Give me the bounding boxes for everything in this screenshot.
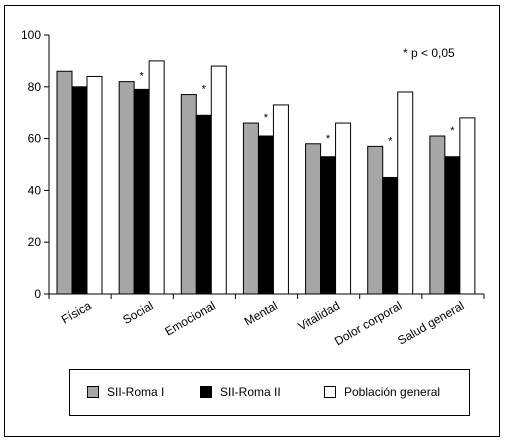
significance-marker: * <box>202 84 207 96</box>
x-tick-label: Dolor corporal <box>332 298 404 348</box>
bar-poblacion-general <box>148 60 165 295</box>
legend-swatch-roma-ii <box>200 386 212 398</box>
significance-marker: * <box>450 125 455 137</box>
bar-poblacion-general <box>335 122 352 295</box>
y-tick-label: 40 <box>28 183 42 197</box>
x-tick-label: Vitalidad <box>295 298 342 333</box>
legend-label-roma-i: SII-Roma I <box>107 385 165 399</box>
legend-swatch-poblacion-general <box>324 386 336 398</box>
chart-legend: SII-Roma I SII-Roma II Población general <box>69 369 470 416</box>
bar-roma-ii <box>133 88 150 295</box>
bar-poblacion-general <box>86 75 103 295</box>
y-tick-label: 0 <box>34 287 41 301</box>
legend-item-roma-i: SII-Roma I <box>87 385 164 399</box>
legend-item-poblacion-general: Población general <box>324 385 440 399</box>
significance-marker: * <box>388 135 393 147</box>
bar-roma-ii <box>71 86 88 295</box>
x-tick-label: Mental <box>242 298 280 328</box>
chart-bars <box>56 60 476 295</box>
bar-poblacion-general <box>210 65 227 295</box>
bar-roma-i <box>180 94 197 295</box>
bar-roma-i <box>429 135 446 295</box>
bar-roma-ii <box>320 156 337 295</box>
bar-roma-i <box>118 81 135 295</box>
x-tick-label: Social <box>120 298 155 326</box>
legend-item-roma-ii: SII-Roma II <box>200 385 281 399</box>
bar-roma-i <box>56 70 73 295</box>
bar-roma-ii <box>382 176 399 295</box>
bar-roma-i <box>305 143 322 295</box>
x-tick-label: Emocional <box>162 298 218 338</box>
x-tick-label: Salud general <box>395 298 466 347</box>
legend-label-poblacion-general: Población general <box>344 385 441 399</box>
bar-poblacion-general <box>459 117 476 295</box>
significance-marker: * <box>140 71 145 83</box>
bar-roma-ii <box>257 135 274 295</box>
legend-label-roma-ii: SII-Roma II <box>220 385 281 399</box>
bar-roma-ii <box>444 156 461 295</box>
y-tick-label: 20 <box>28 235 42 249</box>
significance-marker: * <box>264 112 269 124</box>
significance-note: * p < 0,05 <box>403 46 455 60</box>
bar-poblacion-general <box>397 91 414 295</box>
y-tick-label: 60 <box>28 132 42 146</box>
x-tick-label: Física <box>59 298 94 326</box>
bar-roma-i <box>242 122 259 295</box>
significance-marker: * <box>326 133 331 145</box>
bar-roma-i <box>367 145 384 295</box>
legend-swatch-roma-i <box>87 386 99 398</box>
bar-poblacion-general <box>272 104 289 295</box>
bar-roma-ii <box>195 114 212 295</box>
y-tick-label: 80 <box>28 80 42 94</box>
y-tick-label: 100 <box>21 28 41 42</box>
